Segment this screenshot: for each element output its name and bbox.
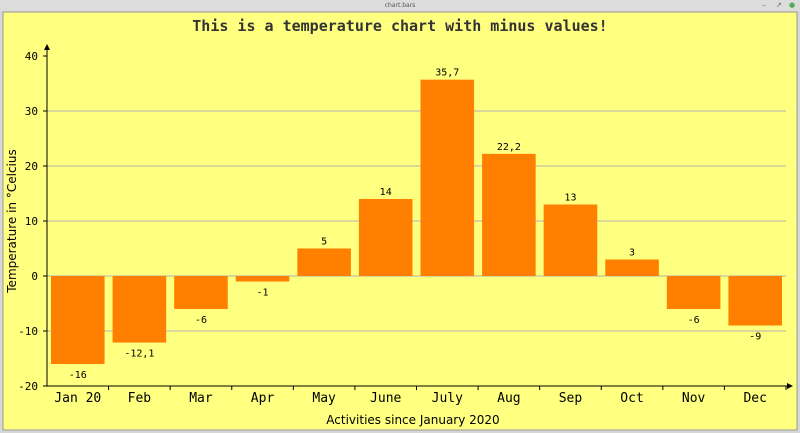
- x-tick-label: May: [312, 391, 336, 406]
- x-tick-label: July: [432, 391, 463, 406]
- data-label: -1: [257, 288, 269, 299]
- data-label: -6: [195, 315, 207, 326]
- x-tick-label: Apr: [251, 391, 275, 406]
- bar: [174, 276, 228, 309]
- x-axis-arrow-icon: [787, 383, 793, 389]
- bar: [358, 199, 413, 276]
- y-tick-label: -20: [18, 380, 38, 393]
- data-label: 13: [564, 193, 576, 204]
- window-titlebar: chart.bars – ↗ ●: [0, 0, 800, 11]
- data-label: 5: [321, 237, 327, 248]
- x-tick-label: Dec: [743, 391, 766, 406]
- data-label: -9: [749, 332, 761, 343]
- x-axis-label: Activities since January 2020: [326, 413, 499, 427]
- chart-title: This is a temperature chart with minus v…: [192, 17, 607, 35]
- y-tick-label: -10: [18, 325, 38, 338]
- x-tick-label: Feb: [128, 391, 152, 406]
- bar: [235, 276, 290, 282]
- bar: [297, 248, 351, 276]
- data-label: -16: [69, 370, 87, 381]
- bar: [51, 276, 105, 364]
- bar: [420, 79, 475, 277]
- y-tick-label: 20: [25, 160, 38, 173]
- x-tick-label: Aug: [497, 391, 520, 406]
- y-tick-label: 10: [25, 215, 38, 228]
- bar: [543, 204, 598, 276]
- x-tick-label: Jan 20: [54, 391, 101, 406]
- close-icon[interactable]: ●: [789, 1, 796, 9]
- maximize-icon[interactable]: ↗: [776, 1, 782, 9]
- x-tick-label: Mar: [189, 391, 213, 406]
- bar: [605, 259, 659, 276]
- x-tick-label: Nov: [682, 391, 706, 406]
- y-axis-label: Temperature in °Celcius: [5, 149, 19, 293]
- data-label: 14: [380, 187, 392, 198]
- y-axis-arrow-icon: [44, 44, 50, 50]
- data-label: 3: [629, 248, 635, 259]
- y-tick-label: 30: [25, 105, 38, 118]
- y-tick-label: 40: [25, 50, 38, 63]
- minimize-icon[interactable]: –: [762, 1, 766, 9]
- x-tick-label: June: [370, 391, 401, 406]
- bar: [728, 276, 782, 326]
- window-title: chart.bars: [384, 2, 416, 9]
- bar: [666, 276, 721, 309]
- x-tick-label: Oct: [620, 391, 643, 406]
- y-tick-label: 0: [31, 270, 38, 283]
- bar: [482, 153, 536, 276]
- data-label: -6: [688, 315, 700, 326]
- bar: [112, 276, 167, 343]
- data-label: 35,7: [435, 68, 459, 79]
- data-label: -12,1: [124, 349, 154, 360]
- x-tick-label: Sep: [559, 391, 583, 406]
- data-label: 22,2: [497, 142, 521, 153]
